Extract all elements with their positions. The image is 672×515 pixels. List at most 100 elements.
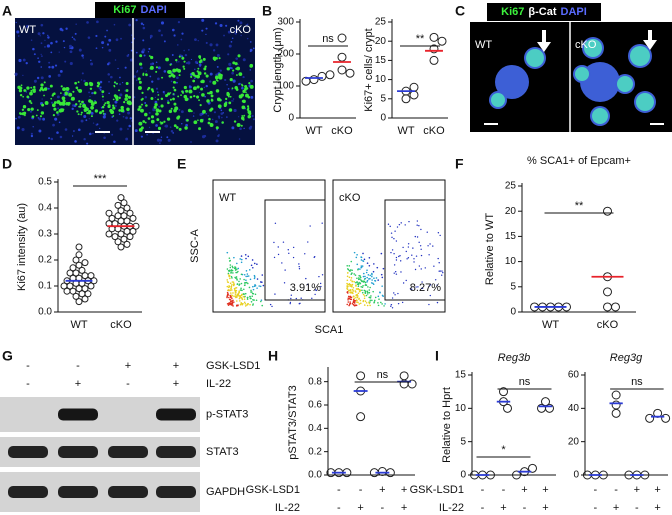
nucleus <box>149 34 153 38</box>
flow-event <box>356 288 359 290</box>
ki67-cell <box>118 109 122 112</box>
ki67-cell <box>103 104 106 107</box>
flow-event <box>226 251 229 254</box>
ki67-cell <box>107 104 111 109</box>
nucleus <box>78 48 82 52</box>
nucleus <box>232 98 235 100</box>
nucleus <box>113 140 116 144</box>
data-point <box>503 403 512 413</box>
condition-sign: - <box>126 378 130 390</box>
nucleus <box>126 54 129 58</box>
nucleus <box>196 62 199 65</box>
ki67-cell <box>205 74 209 78</box>
flow-event <box>366 269 368 272</box>
flow-event <box>253 274 256 277</box>
ki67-cell <box>185 89 189 93</box>
ki67-cell <box>177 95 180 98</box>
nucleus <box>214 22 218 25</box>
nucleus <box>143 54 146 57</box>
nucleus <box>213 111 217 114</box>
ki67-cell <box>192 79 196 83</box>
flow-event <box>360 265 363 267</box>
flow-event <box>229 292 232 294</box>
ki67-cell <box>226 92 230 97</box>
flow-event <box>283 282 286 284</box>
flow-event <box>298 268 301 270</box>
nucleus <box>155 87 159 90</box>
flow-event <box>234 269 237 271</box>
flow-event <box>228 302 230 305</box>
nucleus <box>120 37 122 40</box>
organoid-crypt <box>526 49 544 67</box>
flow-event <box>245 304 248 306</box>
nucleus <box>101 41 105 45</box>
data-point <box>105 230 113 238</box>
nucleus <box>205 27 208 30</box>
flow-event <box>295 297 298 300</box>
stain-name: β-Cat <box>528 6 556 18</box>
flow-event <box>346 288 349 290</box>
nucleus <box>231 71 234 75</box>
data-point <box>72 256 80 264</box>
nucleus <box>209 80 212 83</box>
ki67-cell <box>147 117 151 120</box>
nucleus <box>90 111 94 115</box>
ki67-cell <box>237 54 241 58</box>
y-axis-label: Ki67 intensity (au) <box>16 203 28 291</box>
ki67-cell <box>66 87 70 91</box>
ki67-cell <box>172 68 177 73</box>
y-tick-label: 0.5 <box>38 177 52 188</box>
flow-event <box>400 222 402 224</box>
organoid-crypt <box>491 93 505 107</box>
flow-event <box>369 274 372 277</box>
ki67-cell <box>183 67 186 70</box>
ki67-cell <box>175 126 179 129</box>
flow-event <box>438 262 440 264</box>
stain-name: Ki67 <box>501 6 524 18</box>
nucleus <box>92 132 94 135</box>
flow-event <box>277 246 279 248</box>
nucleus <box>65 27 68 30</box>
ki67-cell <box>199 104 202 107</box>
nucleus <box>238 138 241 140</box>
ki67-cell <box>172 97 175 101</box>
ki67-cell <box>202 109 206 114</box>
flow-event <box>246 296 249 299</box>
flow-event <box>251 259 254 261</box>
organoid-crypt <box>584 39 602 57</box>
condition-sign: - <box>502 484 506 496</box>
nucleus <box>47 34 49 37</box>
nucleus <box>39 35 41 37</box>
y-tick-label: 0.2 <box>308 446 322 457</box>
flow-event <box>393 292 395 294</box>
ki67-cell <box>137 85 142 90</box>
ki67-cell <box>215 79 218 82</box>
flow-event <box>363 280 366 283</box>
nucleus <box>249 41 252 43</box>
flow-event <box>411 288 413 291</box>
ki67-cell <box>36 109 39 111</box>
flow-event <box>421 287 423 290</box>
flow-event <box>375 277 378 279</box>
flow-event <box>256 263 258 265</box>
nucleus <box>88 118 90 120</box>
flow-event <box>374 296 377 299</box>
nucleus <box>59 27 63 31</box>
nucleus <box>128 23 132 27</box>
flow-event <box>238 284 240 286</box>
blot-band <box>8 486 48 498</box>
flow-event <box>299 302 301 305</box>
nucleus <box>135 51 138 54</box>
ki67-cell <box>139 62 143 66</box>
flow-event <box>364 291 367 294</box>
nucleus <box>90 59 92 62</box>
flow-event <box>236 268 238 271</box>
flow-event <box>347 298 349 301</box>
flow-event <box>353 251 356 254</box>
ki67-cell <box>173 102 177 106</box>
flow-event <box>369 286 371 289</box>
nucleus <box>54 64 58 67</box>
data-point <box>437 36 447 46</box>
flow-event <box>346 264 349 267</box>
x-tick-label: cKO <box>423 125 445 137</box>
